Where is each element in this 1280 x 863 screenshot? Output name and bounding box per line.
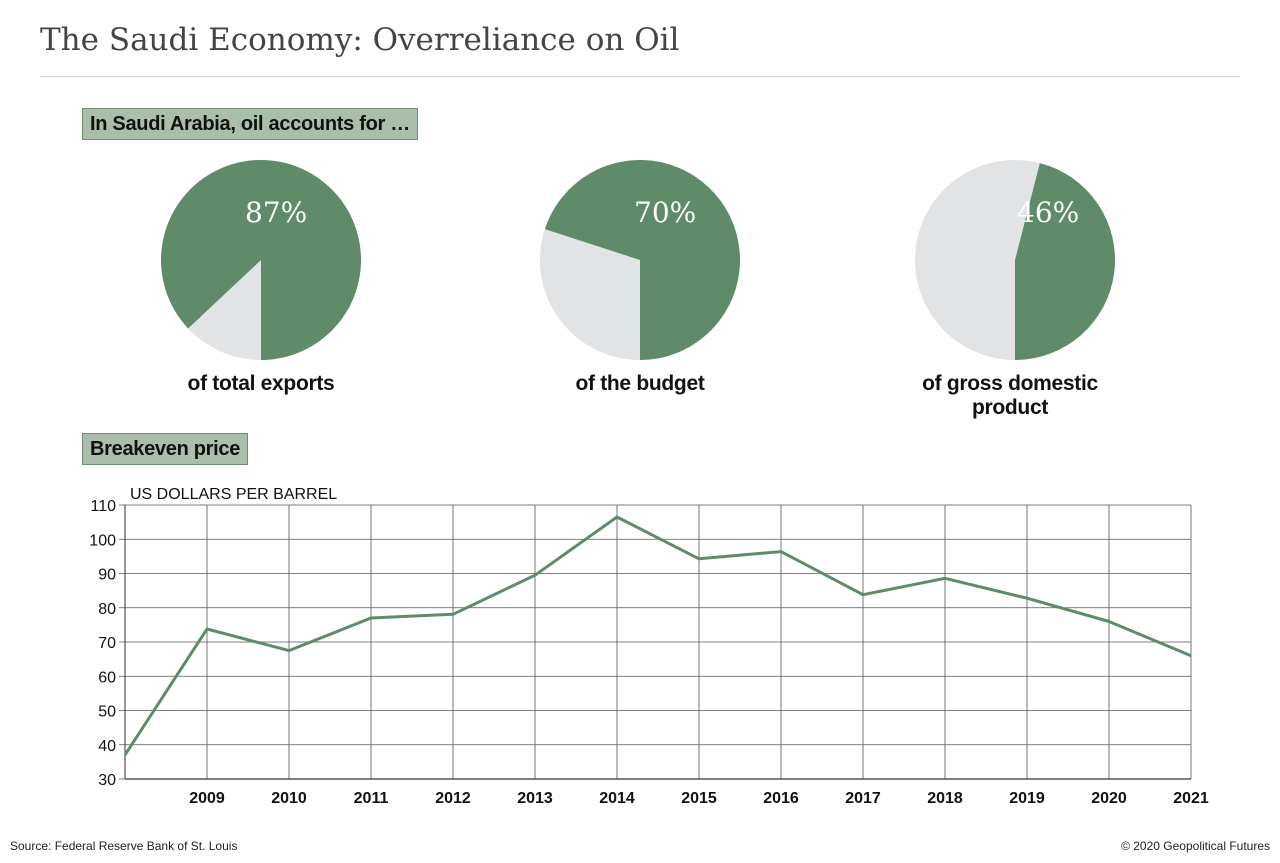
pie-exports-svg — [161, 160, 362, 360]
pie-gdp-value: 46% — [1017, 196, 1080, 229]
x-tick-label: 2021 — [1173, 790, 1209, 807]
y-axis-label: US DOLLARS PER BARREL — [130, 486, 337, 503]
pie-exports-value: 87% — [245, 196, 308, 229]
copyright-note: © 2020 Geopolitical Futures — [1121, 839, 1270, 853]
pie-gdp-svg — [915, 160, 1116, 360]
pie-gdp-oil-slice — [1015, 163, 1116, 360]
y-tick-label: 70 — [98, 635, 116, 652]
y-tick-label: 40 — [98, 738, 116, 755]
y-tick-label: 100 — [89, 532, 116, 549]
line-section-label: Breakeven price — [82, 433, 249, 465]
page-title: The Saudi Economy: Overreliance on Oil — [40, 22, 680, 58]
breakeven-price-line — [123, 515, 1192, 756]
source-note: Source: Federal Reserve Bank of St. Loui… — [10, 839, 238, 853]
pie-budget-value: 70% — [634, 196, 697, 229]
x-tick-label: 2016 — [763, 790, 799, 807]
pie-budget: 70% — [535, 155, 745, 365]
y-tick-label: 60 — [98, 669, 116, 686]
pie-gdp-caption: of gross domestic product — [922, 372, 1098, 419]
pie-exports: 87% — [156, 155, 366, 365]
y-tick-label: 80 — [98, 601, 116, 618]
title-divider — [40, 76, 1240, 77]
pie-budget-caption: of the budget — [575, 372, 705, 395]
x-tick-label: 2017 — [845, 790, 881, 807]
x-tick-label: 2018 — [927, 790, 963, 807]
pie-budget-svg — [540, 160, 740, 360]
pies-section-label: In Saudi Arabia, oil accounts for … — [82, 108, 418, 140]
pie-exports-oil-slice — [161, 160, 362, 360]
x-tick-label: 2010 — [271, 790, 307, 807]
pie-exports-caption: of total exports — [187, 372, 335, 395]
y-tick-label: 50 — [98, 704, 116, 721]
x-tick-label: 2013 — [517, 790, 553, 807]
x-tick-label: 2019 — [1009, 790, 1045, 807]
x-tick-label: 2014 — [599, 790, 635, 807]
y-tick-label: 30 — [98, 772, 116, 789]
x-tick-label: 2009 — [189, 790, 225, 807]
pie-gdp: 46% — [910, 155, 1120, 365]
x-tick-label: 2020 — [1091, 790, 1127, 807]
y-tick-label: 110 — [90, 498, 116, 515]
x-tick-label: 2015 — [681, 790, 717, 807]
x-tick-label: 2011 — [354, 790, 389, 807]
x-tick-label: 2012 — [435, 790, 471, 807]
pie-budget-oil-slice — [544, 160, 740, 360]
breakeven-line-chart: 30 40 50 60 70 80 90 100 110 2009 2010 2011 2012 2013… — [89, 486, 1209, 807]
y-tick-label: 90 — [98, 567, 116, 584]
